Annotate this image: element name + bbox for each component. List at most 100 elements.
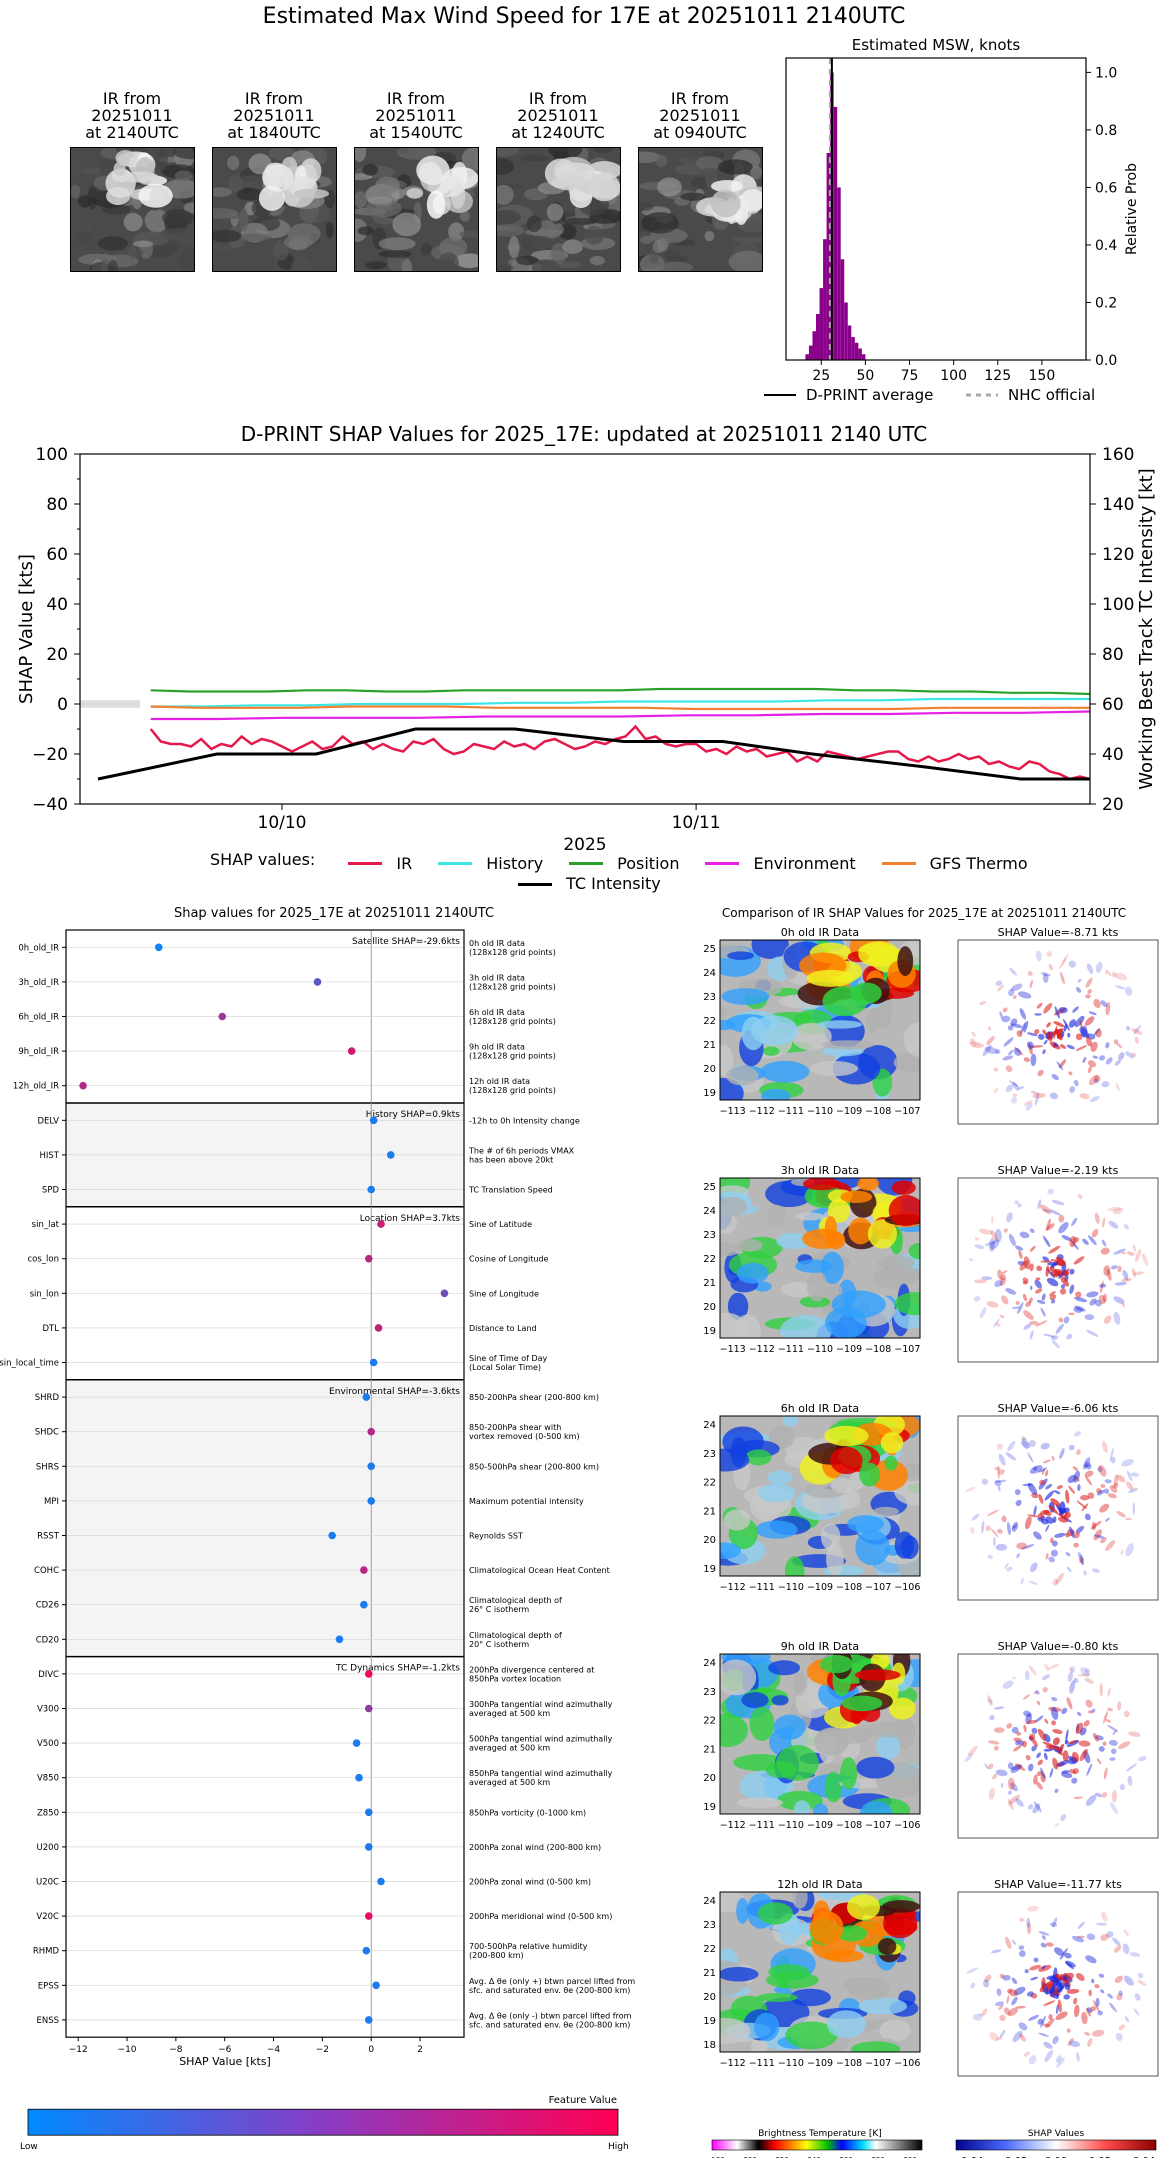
shap-blob <box>1045 1483 1053 1490</box>
ir-cloud-blob <box>872 1506 899 1517</box>
shap-blob <box>1082 1238 1089 1245</box>
shap-blob <box>1059 958 1067 969</box>
shap-blob <box>1035 1781 1043 1790</box>
ir-cloud-blob <box>720 1659 757 1696</box>
shap-blob <box>1084 1314 1095 1320</box>
shap-blob <box>1078 1552 1085 1566</box>
legend-label: IR <box>396 854 413 873</box>
ir-ytick-label: 21 <box>703 1744 716 1755</box>
shap-blob <box>1055 1256 1066 1267</box>
ts-ytick-right-label: 60 <box>1102 695 1124 715</box>
shap-panel-label: SHAP Value=-6.06 kts <box>998 1402 1119 1415</box>
shap-blob <box>1103 1767 1108 1780</box>
msw-ytick-label: 0.2 <box>1095 295 1117 311</box>
ir-cloud-blob <box>768 1660 801 1676</box>
ir-cloud-blob <box>812 1803 829 1814</box>
shap-blob <box>989 1715 995 1721</box>
shap-blob <box>1033 1801 1042 1813</box>
ir-cloud-texture <box>641 212 679 234</box>
shap-blob <box>1045 1265 1050 1277</box>
feature-shap-point <box>386 1151 395 1159</box>
ir-cloud-blob <box>817 1020 863 1029</box>
shap-blob <box>969 1038 976 1048</box>
shap-blob <box>1093 1733 1099 1742</box>
shap-blob <box>1060 1030 1065 1038</box>
msw-histogram-chart: Estimated MSW, knots 25 50 75 100 125 150 0.0 0.… <box>764 36 1140 404</box>
shap-blob <box>1010 1097 1017 1104</box>
shap-blob <box>1068 1444 1075 1451</box>
shap-panel-image <box>958 1178 1158 1362</box>
feature-description: (128x128 grid points) <box>469 1052 556 1061</box>
shap-blob <box>1026 1917 1031 1928</box>
ir-panel-image <box>720 1892 920 2052</box>
legend-label: Position <box>617 854 680 873</box>
shap-blob <box>1004 1936 1012 1949</box>
shap-blob <box>994 1479 1002 1487</box>
shap-blob <box>1051 1697 1058 1702</box>
shap-blob <box>1073 1256 1085 1265</box>
ir-cloud-texture <box>156 148 168 171</box>
ir-thumbnail-pattern <box>355 148 478 271</box>
msw-bar <box>808 345 813 360</box>
shap-timeseries-title: D-PRINT SHAP Values for 2025_17E: update… <box>240 422 928 446</box>
shap-blob <box>1100 1989 1105 1994</box>
shap-blob <box>1097 1758 1102 1765</box>
shap-blob <box>1033 1531 1042 1540</box>
ir-cloud-blob <box>768 1425 795 1449</box>
shap-blob <box>1120 1549 1124 1555</box>
shap-blob <box>1109 2002 1117 2013</box>
legend-label: GFS Thermo <box>929 854 1028 873</box>
shap-blob <box>1028 2014 1039 2021</box>
shap-blob <box>1088 1989 1092 1997</box>
shap-blob <box>1080 1667 1090 1678</box>
msw-bar <box>826 152 831 360</box>
shap-blob <box>991 1215 994 1224</box>
shap-blob <box>1097 1466 1103 1472</box>
shap-blob <box>1114 1281 1127 1286</box>
feature-xtick-label: −12 <box>69 2045 88 2055</box>
shap-blob <box>1090 1520 1102 1530</box>
feature-name: CD26 <box>36 1601 59 1611</box>
shap-blob <box>1033 1466 1038 1471</box>
shap-blob <box>1049 1987 1056 1994</box>
shap-blob <box>1011 1023 1023 1028</box>
ir-cloud-texture <box>378 250 412 258</box>
shap-blob <box>1003 1228 1008 1233</box>
ir-cloud-texture <box>77 195 93 208</box>
ir-thumbnail-image <box>354 147 479 272</box>
ir-cloud-blob <box>771 1695 789 1706</box>
shap-blob <box>1053 1042 1059 1048</box>
shap-blob <box>1058 1006 1068 1014</box>
ir-cloud-texture <box>584 226 605 245</box>
ir-ytick-label: 22 <box>703 1716 716 1727</box>
shap-blob <box>1063 1994 1071 2000</box>
shap-blob <box>1058 1214 1065 1223</box>
feature-shap-point <box>328 1531 336 1540</box>
feature-xtick-label: −8 <box>169 2045 183 2055</box>
ir-ytick-label: 19 <box>703 2016 716 2027</box>
feature-name: HIST <box>40 1151 60 1161</box>
ir-thumbnail-pattern <box>71 148 194 271</box>
shap-blob <box>1027 1482 1038 1495</box>
shap-blob <box>993 1087 999 1094</box>
shap-blob <box>1008 988 1015 997</box>
msw-bar <box>823 239 827 360</box>
ir-convection-blob <box>877 1938 897 1955</box>
shap-blob <box>984 1763 989 1770</box>
ts-xtick-label: 10/11 <box>672 813 721 833</box>
shap-blob <box>1086 2007 1091 2017</box>
shap-blob <box>979 1306 987 1319</box>
shap-blob <box>1016 1542 1027 1550</box>
shap-blob <box>1007 1762 1014 1770</box>
shap-blob <box>1040 972 1051 977</box>
feature-group-label: Satellite SHAP=-29.6kts <box>352 937 460 947</box>
ir-cloud-blob <box>795 1212 824 1221</box>
ir-cloud-blob <box>720 1196 748 1217</box>
msw-bar <box>854 342 859 360</box>
ir-convection-blob <box>841 1695 883 1712</box>
shap-blob <box>1001 1782 1004 1788</box>
shap-blob <box>1051 1720 1057 1726</box>
shap-blob <box>1041 1977 1046 1990</box>
ir-cloud-blob <box>726 1066 759 1086</box>
shap-blob <box>990 1528 999 1538</box>
